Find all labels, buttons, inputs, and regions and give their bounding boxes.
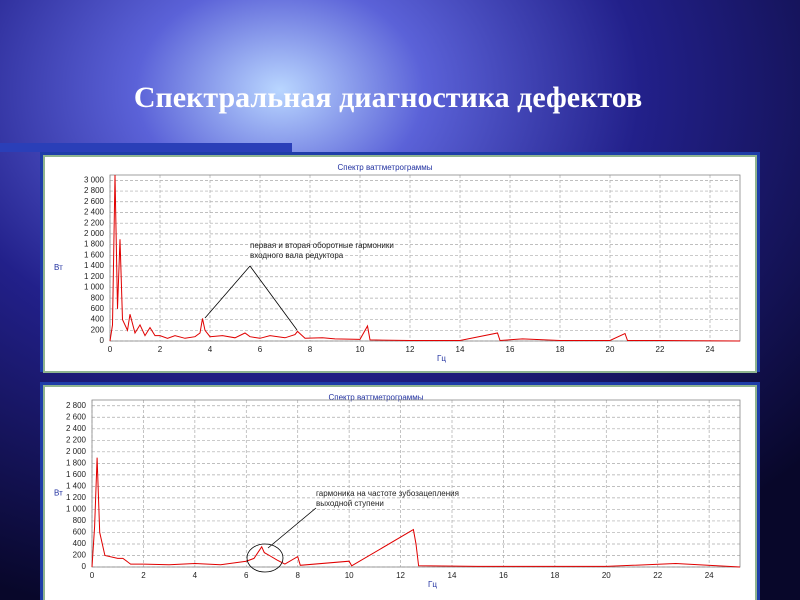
y-axis-label: Вт [54, 263, 63, 272]
accent-bar [0, 143, 292, 152]
y-tick-label: 1 200 [66, 493, 87, 502]
y-tick-label: 2 000 [84, 229, 105, 238]
y-tick-label: 2 800 [84, 186, 105, 195]
x-tick-label: 6 [258, 345, 263, 354]
y-tick-label: 400 [91, 315, 105, 324]
x-axis-label: Гц [437, 354, 446, 363]
highlight-circle [246, 543, 284, 573]
x-tick-label: 6 [244, 571, 249, 580]
x-axis-label: Гц [428, 580, 437, 589]
y-tick-label: 600 [91, 304, 105, 313]
annotation: первая и вторая оборотные гармоники [250, 241, 394, 250]
x-tick-label: 16 [506, 345, 515, 354]
y-tick-label: 2 600 [66, 412, 87, 421]
x-tick-label: 14 [456, 345, 465, 354]
x-tick-label: 10 [356, 345, 365, 354]
x-tick-label: 20 [602, 571, 611, 580]
x-tick-label: 22 [653, 571, 662, 580]
y-tick-label: 0 [100, 336, 105, 345]
y-tick-label: 2 400 [84, 208, 105, 217]
plot-border [91, 399, 741, 568]
chart-panel [43, 155, 757, 373]
y-tick-label: 1 400 [66, 481, 87, 490]
x-tick-label: 24 [706, 345, 715, 354]
plot-border [109, 174, 741, 342]
y-tick-label: 1 600 [84, 250, 105, 259]
annotation-pointer [204, 265, 251, 319]
x-tick-label: 2 [141, 571, 146, 580]
spectrum-line [91, 457, 741, 568]
annotation: выходной ступени [316, 499, 384, 508]
x-tick-label: 10 [345, 571, 354, 580]
y-axis-label: Вт [54, 489, 63, 498]
x-tick-label: 4 [193, 571, 198, 580]
y-tick-label: 2 400 [66, 424, 87, 433]
y-tick-label: 2 800 [66, 401, 87, 410]
y-tick-label: 1 000 [66, 505, 87, 514]
x-tick-label: 12 [406, 345, 415, 354]
x-tick-label: 8 [295, 571, 300, 580]
y-tick-label: 1 000 [84, 283, 105, 292]
y-tick-label: 1 600 [66, 470, 87, 479]
annotation: входного вала редуктора [250, 251, 344, 260]
x-tick-label: 0 [90, 571, 95, 580]
x-tick-label: 18 [556, 345, 565, 354]
y-tick-label: 2 200 [66, 435, 87, 444]
annotation: гармоника на частоте зубозацепления [316, 489, 459, 498]
y-tick-label: 0 [82, 562, 87, 571]
x-tick-label: 16 [499, 571, 508, 580]
x-tick-label: 4 [208, 345, 213, 354]
y-tick-label: 3 000 [84, 175, 105, 184]
x-tick-label: 2 [158, 345, 163, 354]
y-tick-label: 600 [73, 528, 87, 537]
annotation-pointer [267, 507, 317, 549]
y-tick-label: 1 800 [84, 240, 105, 249]
y-tick-label: 200 [91, 325, 105, 334]
y-tick-label: 1 400 [84, 261, 105, 270]
y-tick-label: 2 200 [84, 218, 105, 227]
y-tick-label: 2 000 [66, 447, 87, 456]
x-tick-label: 20 [606, 345, 615, 354]
slide-title: Спектральная диагностика дефектов [134, 81, 642, 114]
y-tick-label: 200 [73, 551, 87, 560]
x-tick-label: 22 [656, 345, 665, 354]
y-tick-label: 1 200 [84, 272, 105, 281]
x-tick-label: 24 [705, 571, 714, 580]
x-tick-label: 12 [396, 571, 405, 580]
x-tick-label: 0 [108, 345, 113, 354]
chart-title: Спектр ваттметрограммы [328, 393, 423, 402]
y-tick-label: 400 [73, 539, 87, 548]
y-tick-label: 1 800 [66, 458, 87, 467]
x-tick-label: 14 [448, 571, 457, 580]
y-tick-label: 800 [73, 516, 87, 525]
chart-title: Спектр ваттметрограммы [337, 163, 432, 172]
spectrum-line [109, 174, 741, 342]
y-tick-label: 2 600 [84, 197, 105, 206]
y-tick-label: 800 [91, 293, 105, 302]
x-tick-label: 18 [550, 571, 559, 580]
x-tick-label: 8 [308, 345, 313, 354]
annotation-pointer [249, 265, 298, 331]
